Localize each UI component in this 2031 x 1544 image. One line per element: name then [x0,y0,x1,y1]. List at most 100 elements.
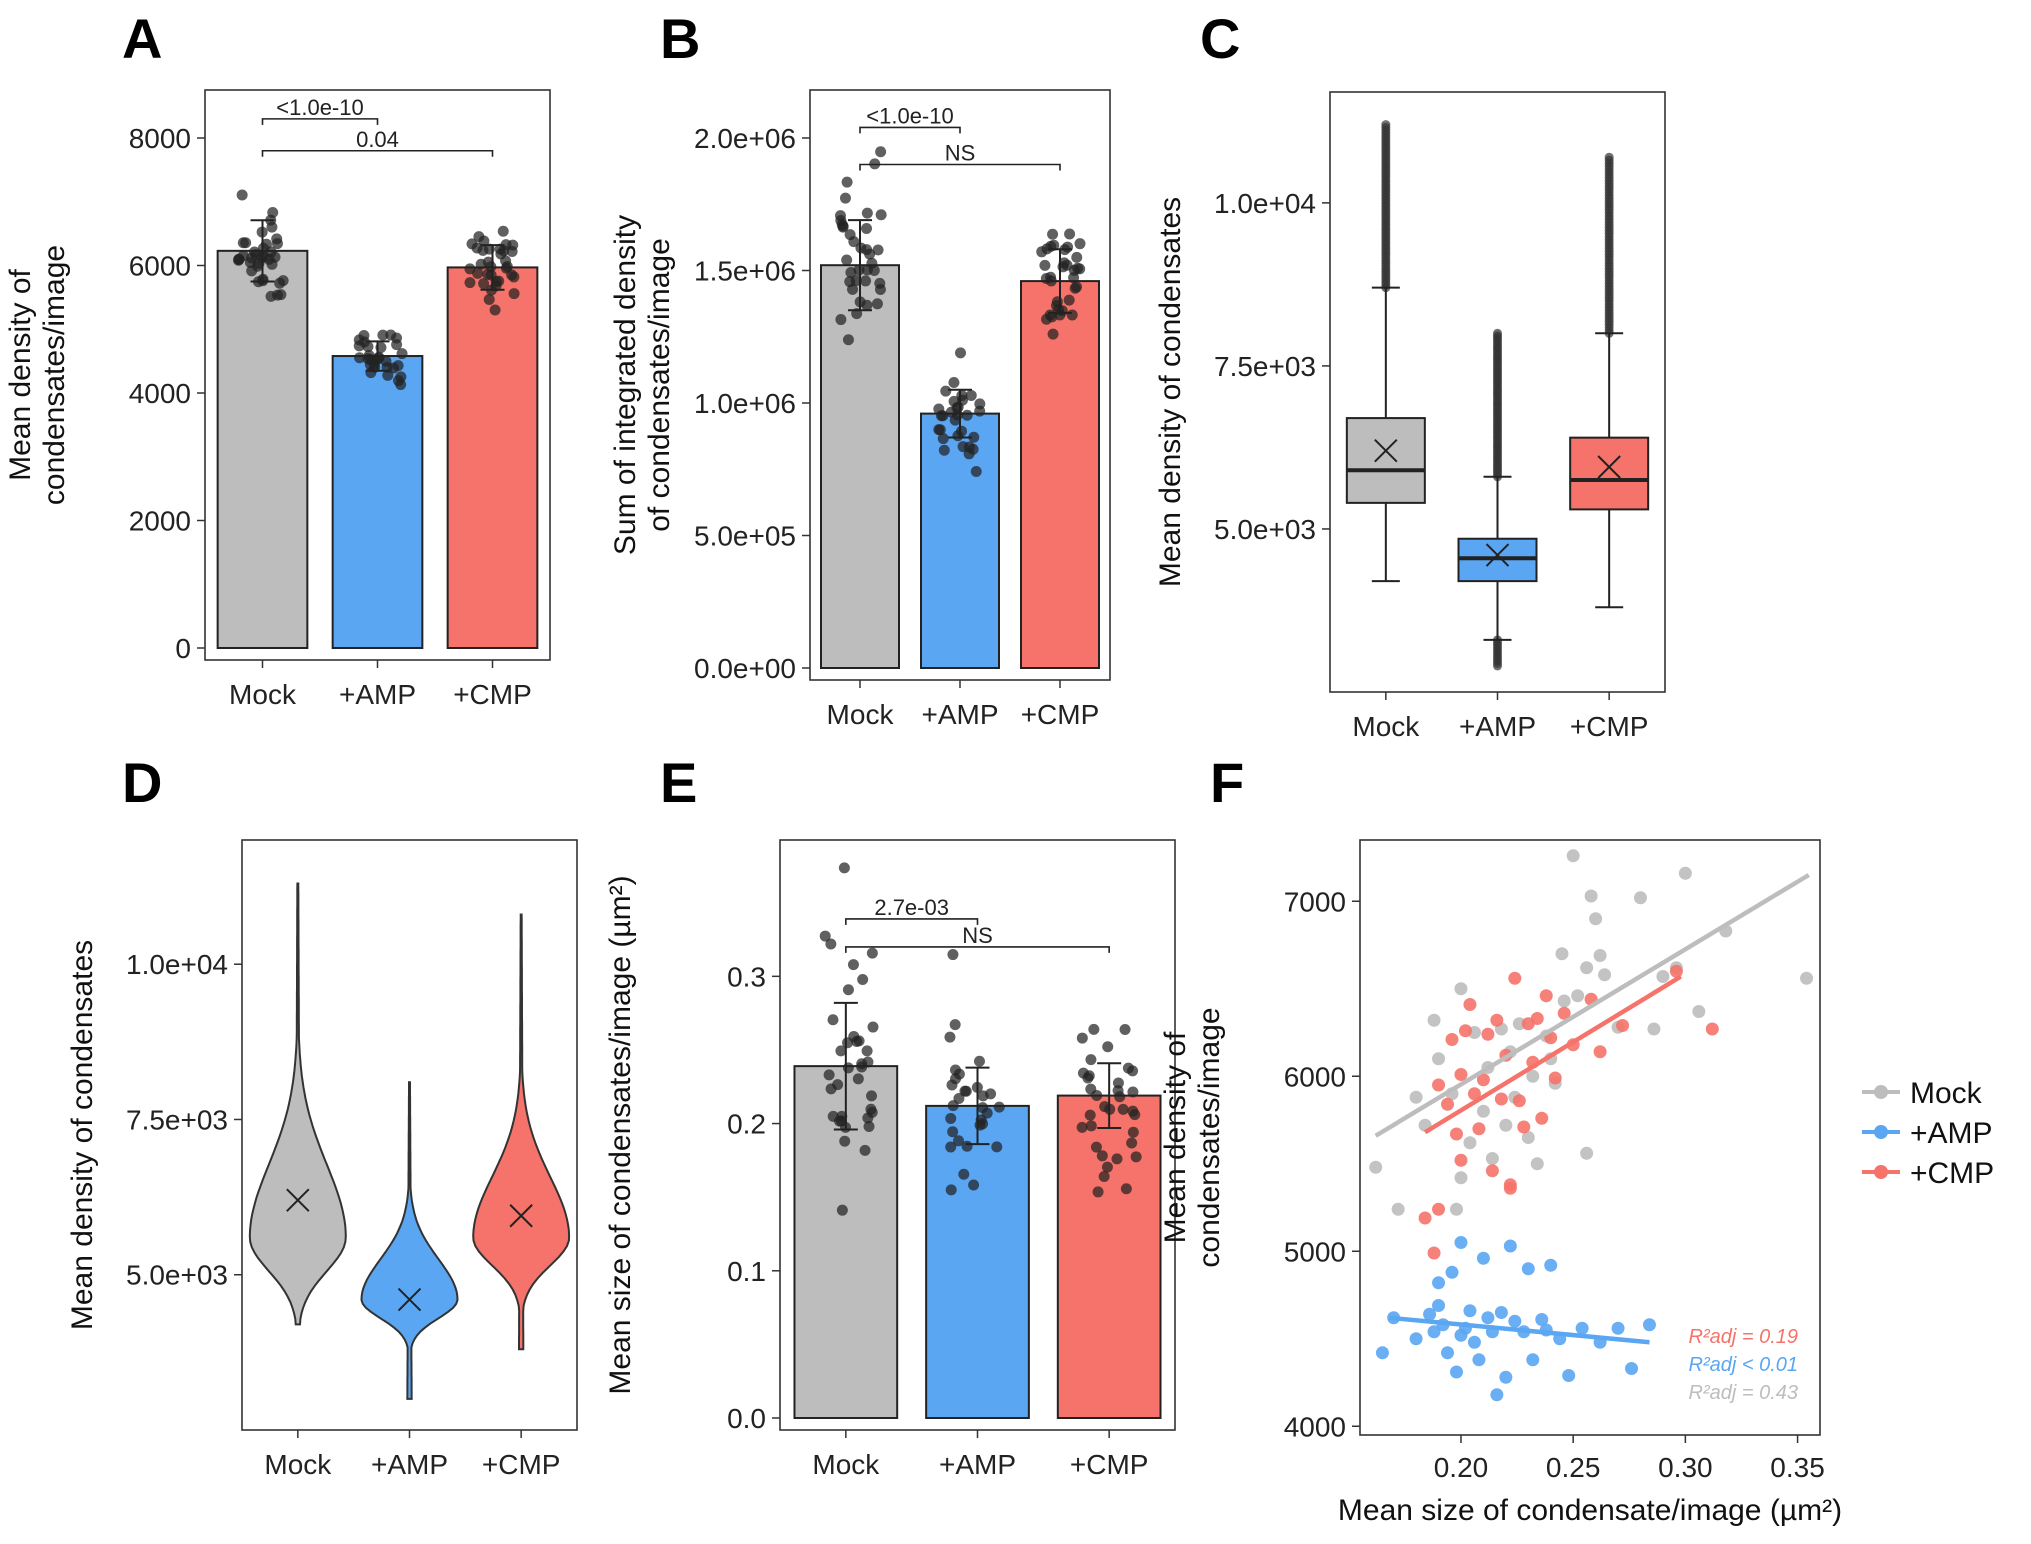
y-tick-label: 5.0e+05 [694,521,796,552]
y-tick-label: 0 [175,633,191,664]
data-point [1077,1033,1088,1044]
scatter-point [1481,1028,1494,1041]
data-point [274,278,285,289]
data-point [1099,1171,1110,1182]
y-tick-label: 5.0e+03 [126,1260,228,1291]
x-tick-label: +AMP [921,699,998,730]
scatter-point [1446,1033,1459,1046]
scatter-point [1508,972,1521,985]
data-point [490,304,501,315]
y-tick-label: 7.5e+03 [126,1104,228,1135]
data-point [1102,1041,1113,1052]
r2-label: R²adj = 0.19 [1688,1326,1798,1348]
significance-label: <1.0e-10 [866,103,953,128]
scatter-point [1472,1122,1485,1135]
scatter-point [1454,982,1467,995]
data-point [1121,1183,1132,1194]
data-point [851,308,862,319]
scatter-point [1490,1014,1503,1027]
scatter-point [1477,1105,1490,1118]
data-point [1071,252,1082,263]
scatter-point [1656,970,1669,983]
scatter-point [1562,1369,1575,1382]
data-point [961,1086,972,1097]
data-point [958,1169,969,1180]
data-point [974,406,985,417]
x-tick-label: +AMP [1459,711,1536,742]
data-point [272,238,283,249]
data-point [486,270,497,281]
scatter-point [1499,1371,1512,1384]
y-axis-title-line: Mean size of condensates/image (µm²) [604,875,637,1394]
data-point [968,1180,979,1191]
legend-label: Mock [1910,1077,1983,1110]
x-axis-title: Mean size of condensate/image (µm²) [1338,1494,1842,1527]
scatter-point [1679,867,1692,880]
scatter-point [1616,1019,1629,1032]
scatter-point [1463,998,1476,1011]
data-point [968,432,979,443]
data-point [820,931,831,942]
figure-canvas: A02000400060008000Mean density ofcondens… [0,0,2031,1544]
data-point [1085,1054,1096,1065]
scatter-point [1589,912,1602,925]
y-tick-label: 2.0e+06 [694,123,796,154]
bar-+AMP [921,414,999,668]
scatter-point [1585,890,1598,903]
scatter-point [1540,989,1553,1002]
scatter-point [1472,1353,1485,1366]
x-tick-label: Mock [827,699,895,730]
data-point [862,1113,873,1124]
scatter-point [1432,1079,1445,1092]
data-point [484,294,495,305]
data-point [945,1113,956,1124]
data-point [826,1083,837,1094]
scatter-point [1513,1094,1526,1107]
x-tick-label: +AMP [371,1449,448,1480]
x-tick-label: +CMP [1570,711,1649,742]
data-point [843,334,854,345]
bar-+CMP [448,267,538,648]
y-axis-title-line: of condensates/image [643,238,676,532]
scatter-point [1571,989,1584,1002]
x-tick-label: Mock [1352,711,1420,742]
scatter-point [1369,1161,1382,1174]
y-tick-label: 8000 [129,123,191,154]
data-point [857,974,868,985]
r2-label: R²adj < 0.01 [1688,1354,1798,1376]
data-point [861,223,872,234]
scatter-point [1454,1236,1467,1249]
data-point [953,402,964,413]
data-point [948,1100,959,1111]
r2-label: R²adj = 0.43 [1688,1382,1798,1404]
panel-c: C5.0e+037.5e+031.0e+04Mean density of co… [1154,7,1665,742]
data-point [948,377,959,388]
scatter-point [1549,1072,1562,1085]
x-tick-label: Mock [264,1449,332,1480]
scatter-point [1598,968,1611,981]
data-point [1077,1122,1088,1133]
data-point [1053,304,1064,315]
box-Mock [1347,418,1425,503]
scatter-point [1495,1306,1508,1319]
data-point [265,215,276,226]
data-point [1102,1162,1113,1173]
y-axis-title-line: Mean density of condensates [1154,197,1187,587]
x-tick-label: Mock [229,679,297,710]
data-point [966,390,977,401]
x-tick-label: 0.25 [1546,1452,1601,1483]
data-point [842,177,853,188]
significance-label: 0.04 [356,127,399,152]
scatter-point [1576,1322,1589,1335]
data-point [484,244,495,255]
data-point [1045,272,1056,283]
data-point [1048,329,1059,340]
scatter-point [1376,1346,1389,1359]
scatter-point [1450,1366,1463,1379]
panel-letter: D [122,751,162,814]
x-tick-label: +CMP [1070,1449,1149,1480]
data-point [395,371,406,382]
data-point [267,259,278,270]
panel-letter: A [122,7,162,70]
scatter-point [1504,1182,1517,1195]
